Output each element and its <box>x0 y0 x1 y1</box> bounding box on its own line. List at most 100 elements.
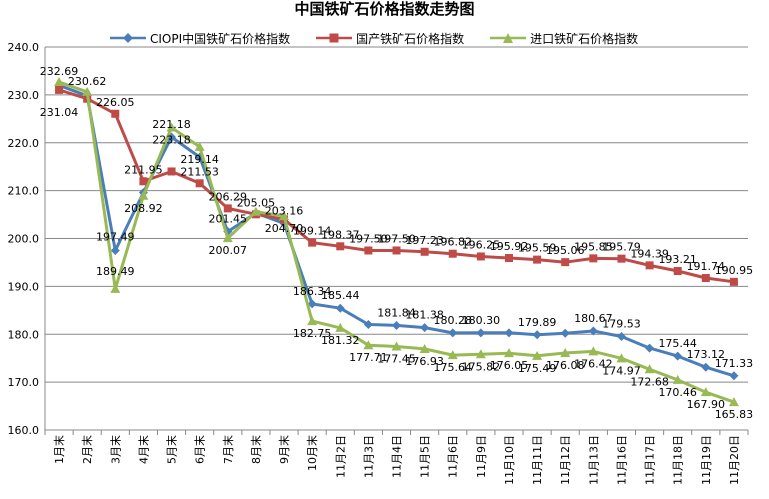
data-point <box>82 86 93 96</box>
data-label: 175.44 <box>658 337 697 350</box>
data-point <box>476 252 485 261</box>
data-label: 232.69 <box>40 65 79 78</box>
legend-swatch-ciopi <box>110 33 146 43</box>
data-point <box>701 362 711 372</box>
x-tick-label: 11月18日 <box>672 435 685 485</box>
data-point <box>616 332 626 342</box>
data-point <box>222 233 233 243</box>
data-point <box>392 246 401 255</box>
data-label: 199.14 <box>293 225 332 238</box>
x-tick-label: 11月13日 <box>587 435 600 485</box>
data-point <box>673 351 683 361</box>
data-label: 197.50 <box>377 232 416 245</box>
data-point <box>138 190 149 200</box>
data-label: 177.71 <box>349 351 388 364</box>
data-label: 189.49 <box>96 265 135 278</box>
data-label: 197.49 <box>96 231 135 244</box>
data-point <box>589 254 598 263</box>
data-label: 186.34 <box>293 285 332 298</box>
chart-title: 中国铁矿石价格指数走势图 <box>294 0 475 18</box>
data-point <box>447 350 458 360</box>
data-point <box>250 206 261 216</box>
x-tick-label: 4月末 <box>136 435 150 464</box>
data-label: 195.59 <box>518 242 557 255</box>
data-point <box>167 167 176 176</box>
data-label: 195.06 <box>546 244 585 257</box>
data-label: 211.53 <box>180 165 219 178</box>
data-label: 179.53 <box>602 318 641 331</box>
data-label: 171.33 <box>715 357 754 370</box>
data-point <box>588 326 598 336</box>
x-tick-label: 11月5日 <box>419 435 432 478</box>
x-tick-label: 11月2日 <box>334 435 347 478</box>
data-label: 181.38 <box>405 309 444 322</box>
x-tick-label: 11月11日 <box>531 435 544 485</box>
data-point <box>420 247 429 256</box>
data-point <box>307 316 318 326</box>
data-label: 191.74 <box>687 260 726 273</box>
data-point <box>645 343 655 353</box>
data-point <box>672 374 683 384</box>
y-tick-label: 230.0 <box>8 89 40 102</box>
data-point <box>588 346 599 356</box>
data-label: 174.97 <box>602 364 641 377</box>
x-tick-label: 11月20日 <box>728 435 741 485</box>
data-label: 200.07 <box>209 244 248 257</box>
data-point <box>54 76 65 86</box>
data-point <box>617 254 626 263</box>
data-point <box>532 330 542 340</box>
data-point <box>335 303 345 313</box>
data-point <box>504 254 513 263</box>
data-point <box>419 343 430 353</box>
data-label: 180.67 <box>574 312 613 325</box>
data-point <box>195 179 204 188</box>
data-label: 196.82 <box>433 236 472 249</box>
data-point <box>448 328 458 338</box>
legend-swatch-imported <box>490 33 527 43</box>
data-point <box>532 350 543 360</box>
data-label: 172.68 <box>630 375 669 388</box>
data-label: 211.95 <box>124 163 163 176</box>
legend-swatch-domestic <box>316 33 353 43</box>
data-label: 182.75 <box>293 327 332 340</box>
x-tick-label: 10月末 <box>305 435 319 471</box>
x-tick-label: 11月4日 <box>391 435 404 478</box>
x-tick-label: 8月末 <box>249 435 263 464</box>
data-label: 179.89 <box>518 316 557 329</box>
data-label: 208.92 <box>124 202 163 215</box>
data-label: 177.45 <box>377 352 416 365</box>
data-label: 205.05 <box>237 196 276 209</box>
y-tick-label: 200.0 <box>8 233 40 246</box>
y-tick-label: 240.0 <box>8 41 40 54</box>
x-tick-label: 5月末 <box>165 435 179 464</box>
y-tick-label: 220.0 <box>8 137 40 150</box>
data-label: 221.18 <box>152 118 191 131</box>
x-tick-label: 7月末 <box>221 435 235 464</box>
data-point <box>363 319 373 329</box>
data-label: 181.84 <box>377 306 416 319</box>
data-point <box>279 210 290 220</box>
data-label: 176.42 <box>574 357 613 370</box>
data-label: 201.45 <box>209 213 248 226</box>
x-tick-label: 11月6日 <box>447 435 460 478</box>
x-tick-label: 1月末 <box>52 435 66 464</box>
data-label: 226.05 <box>96 96 135 109</box>
legend-label-ciopi: CIOPI中国铁矿石价格指数 <box>150 31 291 46</box>
y-tick-label: 160.0 <box>8 424 40 437</box>
data-point <box>616 353 627 363</box>
data-point <box>729 371 739 381</box>
x-tick-label: 6月末 <box>193 435 207 464</box>
data-point <box>475 349 486 359</box>
data-point <box>111 109 120 118</box>
data-label: 195.85 <box>574 240 613 253</box>
x-tick-label: 11月3日 <box>362 435 375 478</box>
data-label: 173.12 <box>687 348 726 361</box>
data-point <box>336 242 345 251</box>
data-point <box>166 122 177 132</box>
legend: CIOPI中国铁矿石价格指数 国产铁矿石价格指数 进口铁矿石价格指数 <box>110 28 638 48</box>
data-point <box>560 328 570 338</box>
data-point <box>110 283 121 293</box>
data-label: 176.05 <box>490 359 529 372</box>
data-point <box>729 277 738 286</box>
data-label: 181.32 <box>321 334 360 347</box>
